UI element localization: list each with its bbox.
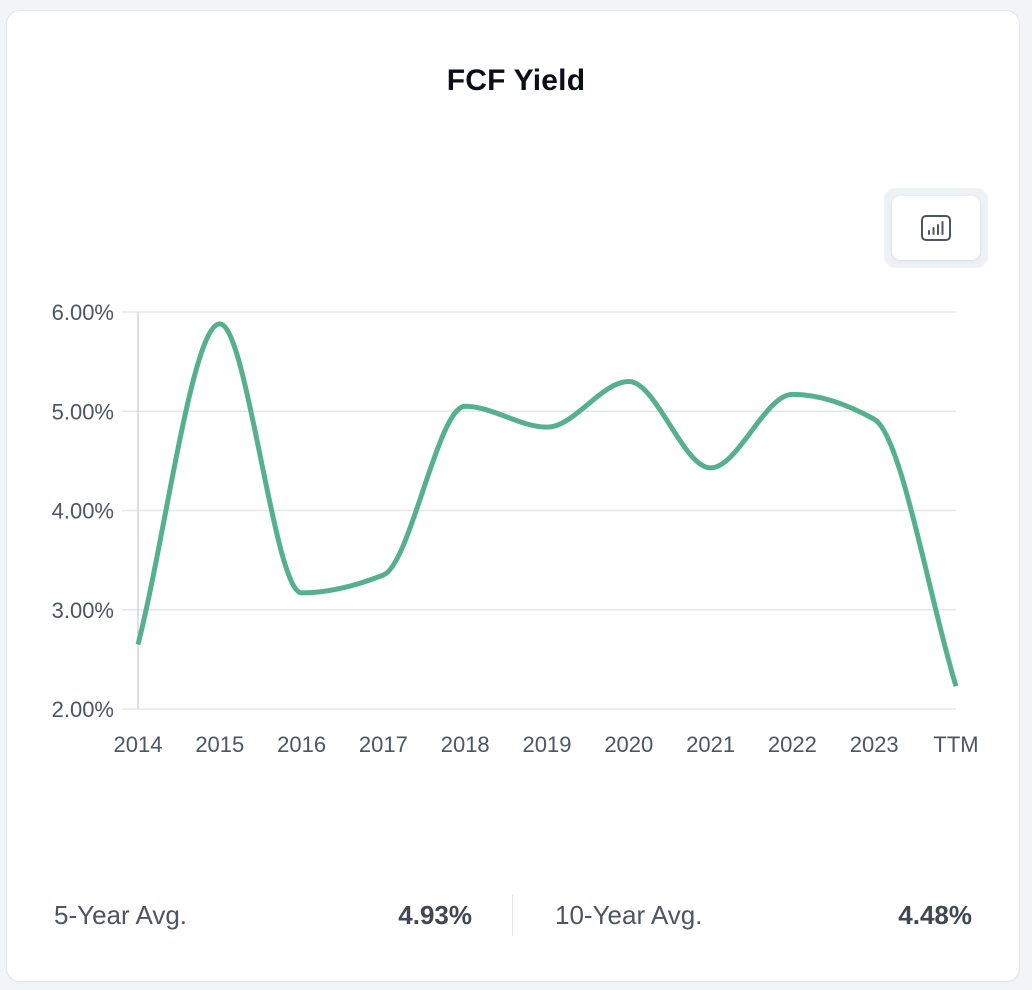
series-line (135, 321, 959, 687)
data-point-2021[interactable] (703, 460, 719, 476)
y-tick-label: 2.00% (52, 697, 114, 722)
chart-type-toggle (884, 188, 988, 268)
data-point-2015[interactable] (212, 316, 228, 332)
y-tick-label: 3.00% (52, 598, 114, 623)
data-point-ttm[interactable] (948, 678, 964, 694)
five-year-avg-label: 5-Year Avg. (54, 900, 187, 930)
data-point-2020[interactable] (621, 373, 637, 389)
bar-chart-icon (921, 215, 951, 241)
y-axis-tick-labels: 2.00% 3.00% 4.00% 5.00% 6.00% (52, 300, 114, 722)
five-year-avg-value: 4.93% (398, 900, 472, 930)
data-point-2018[interactable] (457, 398, 473, 414)
chart-type-button[interactable] (892, 196, 980, 260)
x-tick-label: 2021 (686, 732, 735, 757)
y-tick-label: 6.00% (52, 300, 114, 325)
x-tick-label: 2020 (604, 732, 653, 757)
y-tick-label: 5.00% (52, 399, 114, 424)
x-tick-label: 2016 (277, 732, 326, 757)
average-stats: 5-Year Avg. 4.93% 10-Year Avg. 4.48% (0, 890, 1032, 938)
x-axis-tick-labels: 2014 2015 2016 2017 2018 2019 2020 2021 2022 2023… (114, 732, 979, 757)
data-point-2023[interactable] (866, 411, 882, 427)
x-tick-label: 2014 (114, 732, 163, 757)
x-tick-label: 2017 (359, 732, 408, 757)
stats-divider (512, 894, 513, 936)
data-point-2014[interactable] (130, 636, 146, 652)
grid-lines (122, 311, 956, 710)
data-point-2019[interactable] (539, 419, 555, 435)
fcf-yield-line-chart: 2.00%3.00%4.00%5.00%6.00% 2014 2015 2016 20… (52, 300, 979, 757)
fcf-yield-card (6, 10, 1020, 982)
x-tick-label: 2015 (195, 732, 244, 757)
data-point-2016[interactable] (294, 585, 310, 601)
series-layer (130, 316, 964, 694)
x-tick-label: 2023 (850, 732, 899, 757)
x-tick-label: 2022 (768, 732, 817, 757)
x-tick-label: 2018 (441, 732, 490, 757)
chart-title: FCF Yield (446, 64, 586, 97)
y-tick-label: 4.00% (52, 499, 114, 524)
ten-year-avg-value: 4.48% (898, 900, 972, 930)
x-tick-label: TTM (933, 732, 978, 757)
data-point-2022[interactable] (784, 386, 800, 402)
data-point-2017[interactable] (375, 567, 391, 583)
x-tick-label: 2019 (523, 732, 572, 757)
ten-year-avg-label: 10-Year Avg. (555, 900, 703, 930)
